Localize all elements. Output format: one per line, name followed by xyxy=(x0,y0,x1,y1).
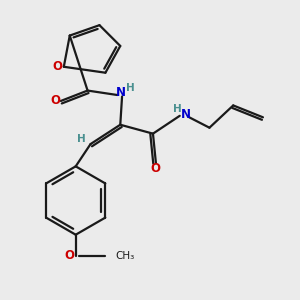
Text: O: O xyxy=(50,94,61,107)
Text: CH₃: CH₃ xyxy=(116,250,135,260)
Text: H: H xyxy=(77,134,86,144)
Text: O: O xyxy=(64,249,74,262)
Text: H: H xyxy=(173,104,182,114)
Text: O: O xyxy=(150,162,160,175)
Text: N: N xyxy=(116,85,126,98)
Text: N: N xyxy=(181,108,191,121)
Text: O: O xyxy=(52,60,62,73)
Text: H: H xyxy=(126,83,135,94)
